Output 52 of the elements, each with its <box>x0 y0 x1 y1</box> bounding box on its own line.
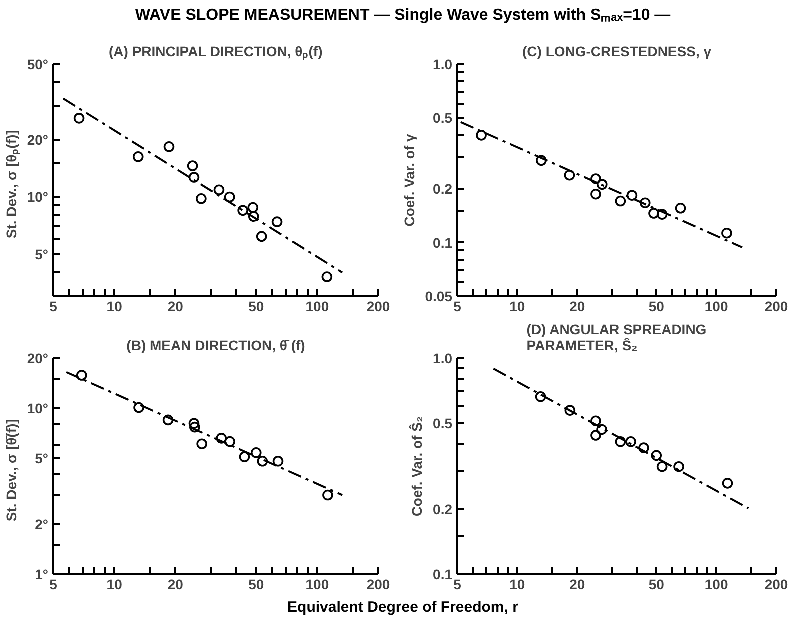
x-tick-label: 10 <box>510 576 526 592</box>
x-tick-label: 5 <box>454 576 462 592</box>
x-tick-label: 50 <box>248 576 264 592</box>
y-axis-title: St. Dev., σ [θₚ(f)] <box>3 130 20 239</box>
x-tick-label: 100 <box>704 576 728 592</box>
chart-title: (D) ANGULAR SPREADING PARAMETER, Ŝ₂ <box>526 322 707 354</box>
x-tick-label: 20 <box>168 298 184 314</box>
y-tick-label: 5° <box>35 450 49 466</box>
y-axis-title: Coef. Var. of γ <box>401 134 418 227</box>
y-tick-label: 0.2 <box>433 501 453 518</box>
x-tick-label: 200 <box>366 298 390 314</box>
x-tick-label: 20 <box>570 576 586 592</box>
y-tick-label: 1° <box>35 566 49 582</box>
text: Equivalent Degree of Freedom, r <box>288 598 518 618</box>
y-tick-label: 1.0 <box>433 56 453 72</box>
chart-title: (B) MEAN DIRECTION, θ̄ (f) <box>126 338 306 354</box>
y-tick-label: 50° <box>27 56 48 72</box>
x-tick-label: 50 <box>648 298 665 314</box>
y-tick-label: 1.0 <box>433 350 453 366</box>
x-tick-label: 20 <box>168 576 184 592</box>
y-tick-label: 20° <box>27 132 48 148</box>
x-tick-label: 10 <box>510 298 526 314</box>
chart-title: (C) LONG-CRESTEDNESS, γ <box>522 44 712 60</box>
x-tick-label: 5 <box>50 298 58 314</box>
x-tick-label: 100 <box>704 298 728 314</box>
x-tick-label: 100 <box>306 576 330 592</box>
x-tick-label: 10 <box>106 576 123 592</box>
x-tick-label: 10 <box>106 298 123 314</box>
y-tick-label: 2° <box>35 516 49 533</box>
x-tick-label: 20 <box>570 298 586 314</box>
y-tick-label: 0.5 <box>433 416 453 432</box>
y-tick-label: 0.1 <box>433 566 453 582</box>
y-tick-label: 0.2 <box>433 181 453 198</box>
x-tick-label: 200 <box>366 576 390 592</box>
y-tick-label: 10° <box>27 400 48 416</box>
y-tick-label: 0.5 <box>433 110 453 126</box>
y-tick-label: 0.05 <box>425 288 453 304</box>
x-tick-label: 200 <box>764 576 788 592</box>
y-tick-label: 0.1 <box>433 234 453 251</box>
x-tick-label: 5 <box>50 576 58 592</box>
y-axis-title: Coef. Var. of Ŝ₂ <box>409 416 426 517</box>
chart-title: (A) PRINCIPAL DIRECTION, θₚ(f) <box>109 44 323 60</box>
y-tick-label: 10° <box>27 189 48 206</box>
y-axis-title: St. Dev., σ [θ̄(f)] <box>3 419 20 522</box>
y-tick-label: 5° <box>35 246 49 262</box>
y-tick-label: 20° <box>27 350 48 366</box>
x-tick-label: 200 <box>764 298 788 314</box>
x-tick-label: 5 <box>454 298 462 314</box>
x-tick-label: 50 <box>648 576 665 592</box>
text: WAVE SLOPE MEASUREMENT — Single Wave System with Sₘₐₓ=10 — <box>135 6 671 26</box>
x-tick-label: 100 <box>306 298 330 314</box>
x-tick-label: 50 <box>248 298 264 314</box>
